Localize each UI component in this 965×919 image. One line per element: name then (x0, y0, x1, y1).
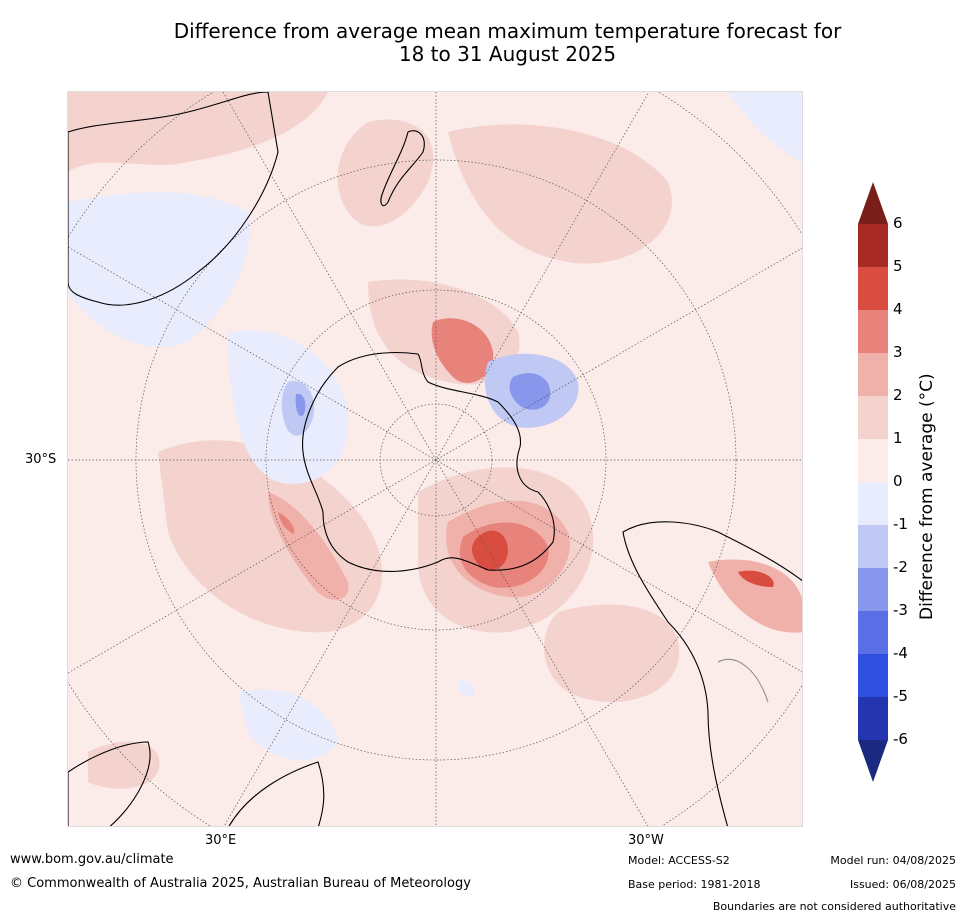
footer-model: Model: ACCESS-S2 (628, 854, 730, 867)
colorbar-band (858, 697, 888, 740)
colorbar-tick-label: 2 (893, 386, 903, 404)
africa-coastline (68, 741, 151, 826)
colorbar-under-arrow (858, 740, 888, 782)
footer-base-period: Base period: 1981-2018 (628, 878, 761, 891)
title-line-1: Difference from average mean maximum tem… (173, 19, 842, 43)
colorbar-graphic (858, 182, 888, 782)
footer-url[interactable]: www.bom.gov.au/climate (10, 852, 174, 867)
colorbar-band (858, 396, 888, 439)
polar-map (67, 91, 803, 827)
colorbar-tick-label: -4 (893, 644, 908, 662)
colorbar-tick-label: 5 (893, 257, 903, 275)
border-line (717, 658, 769, 703)
footer-disclaimer: Boundaries are not considered authoritat… (712, 900, 956, 913)
colorbar-band (858, 310, 888, 353)
colorbar-band (858, 568, 888, 611)
colorbar-band (858, 482, 888, 525)
graticule (68, 92, 802, 826)
colorbar-band (858, 267, 888, 310)
colorbar-tick-label: -3 (893, 601, 908, 619)
colorbar-over-arrow (858, 182, 888, 224)
colorbar-title: Difference from average (°C) (917, 373, 937, 620)
southern-africa-coastline (228, 761, 325, 826)
colorbar-tick-label: -1 (893, 515, 908, 533)
footer-model-run: Model run: 04/08/2025 (830, 854, 956, 867)
colorbar-band (858, 611, 888, 654)
australia-coastline (68, 92, 279, 306)
colorbar-tick-label: 0 (893, 472, 903, 490)
colorbar-band (858, 525, 888, 568)
colorbar-tick-label: -2 (893, 558, 908, 576)
colorbar-tick-label: 4 (893, 300, 903, 318)
colorbar-band (858, 439, 888, 482)
map-title: Difference from average mean maximum tem… (60, 20, 955, 66)
map-graphic (68, 92, 802, 826)
south-america-coastline (622, 521, 802, 826)
colorbar-tick-label: -5 (893, 687, 908, 705)
new-zealand-coastline (380, 130, 425, 207)
title-line-2: 18 to 31 August 2025 (398, 42, 617, 66)
colorbar-tick-label: 1 (893, 429, 903, 447)
colorbar-tick-label: -6 (893, 730, 908, 748)
lat-label-30s: 30°S (25, 452, 57, 467)
cool-anomalies (68, 92, 802, 761)
colorbar-tick-label: 6 (893, 214, 903, 232)
colorbar-band (858, 353, 888, 396)
lon-label-30w: 30°W (628, 833, 664, 848)
colorbar-tick-label: 3 (893, 343, 903, 361)
lon-label-30e: 30°E (205, 833, 237, 848)
antarctica-coastline (302, 352, 555, 572)
colorbar-band (858, 224, 888, 267)
footer-copyright: © Commonwealth of Australia 2025, Austra… (10, 876, 471, 891)
footer-issued: Issued: 06/08/2025 (849, 878, 956, 891)
colorbar-band (858, 654, 888, 697)
